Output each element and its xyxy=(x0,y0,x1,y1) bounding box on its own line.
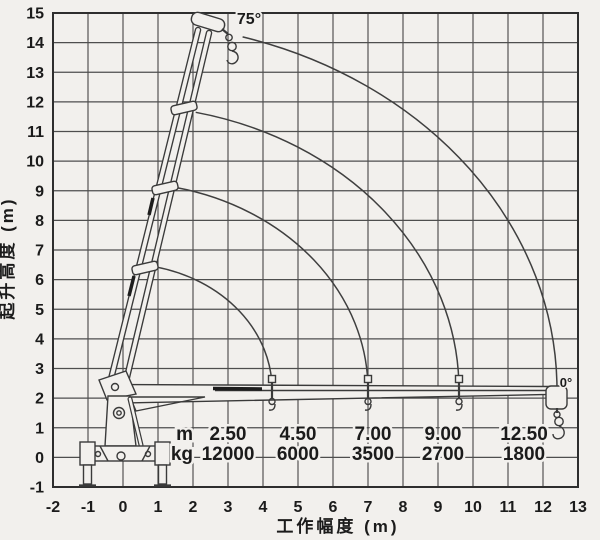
y-tick-5: 5 xyxy=(35,302,44,319)
plot-border xyxy=(52,12,579,488)
x-tick-5: 5 xyxy=(294,499,303,516)
min-boom-angle-label: 0° xyxy=(560,375,572,390)
x-tick-1: 1 xyxy=(154,499,163,516)
y-tick--1: -1 xyxy=(30,480,44,497)
y-tick-14: 14 xyxy=(26,35,44,52)
grid-lines xyxy=(52,12,579,488)
boom-reach-arcs xyxy=(155,36,558,391)
y-tick-6: 6 xyxy=(35,272,44,289)
boom-joint-collar-1 xyxy=(131,260,159,276)
boom-hook-mark-3 xyxy=(454,374,464,411)
table-load-6000: 6000 xyxy=(277,444,319,465)
boom-tip-arc-12.4m xyxy=(242,36,558,391)
x-tick--1: -1 xyxy=(81,499,95,516)
x-tick-labels: -2 -1 0 1 2 3 4 5 6 7 8 9 10 11 12 13 xyxy=(44,498,588,518)
y-tick-10: 10 xyxy=(26,154,44,171)
table-load-2700: 2700 xyxy=(422,444,464,465)
boom-head-cap xyxy=(190,11,226,33)
x-tick--2: -2 xyxy=(46,499,60,516)
y-tick-13: 13 xyxy=(26,65,44,82)
x-axis-title: 工作幅度 (m) xyxy=(276,516,399,536)
y-tick-9: 9 xyxy=(35,183,44,200)
table-radius-12.50: 12.50 xyxy=(500,424,548,445)
x-tick-7: 7 xyxy=(364,499,373,516)
boom-joint-collar-2 xyxy=(151,180,179,196)
y-tick-3: 3 xyxy=(35,361,44,378)
y-tick-0: 0 xyxy=(35,450,44,467)
x-tick-2: 2 xyxy=(189,499,198,516)
outrigger-housing-left xyxy=(79,441,96,466)
table-row-label-kg: kg xyxy=(171,444,193,465)
boom-hook-mark-2 xyxy=(363,374,373,411)
hook-at-0deg xyxy=(552,408,565,440)
x-tick-12: 12 xyxy=(534,499,552,516)
x-tick-11: 11 xyxy=(500,499,517,516)
table-radius-2.50: 2.50 xyxy=(210,424,247,445)
x-tick-8: 8 xyxy=(399,499,408,516)
boom-tip-arc-4.26m xyxy=(155,266,273,391)
table-radius-7.00: 7.00 xyxy=(355,424,392,445)
x-tick-9: 9 xyxy=(434,499,443,516)
y-axis-title: 起升高度 (m) xyxy=(0,196,17,320)
load-table: mkg 2.50 4.50 7.00 9.00 12.50 12000 6000 3500 270… xyxy=(168,422,550,468)
boom-joint-collar-3 xyxy=(170,100,198,116)
boom-tip-arc-9.6m xyxy=(195,111,460,391)
x-tick-3: 3 xyxy=(224,499,233,516)
boom-at-75deg xyxy=(104,11,226,398)
boom-dark-segment xyxy=(212,386,263,391)
y-tick-7: 7 xyxy=(35,243,44,260)
hook-at-75deg xyxy=(221,28,239,65)
y-tick-11: 11 xyxy=(27,124,44,141)
y-tick-2: 2 xyxy=(35,391,44,408)
outrigger-housing-right xyxy=(154,441,171,466)
table-row-label-m: m xyxy=(176,424,193,445)
x-tick-13: 13 xyxy=(569,499,587,516)
x-tick-4: 4 xyxy=(259,499,268,516)
base-frame xyxy=(84,445,166,462)
max-boom-angle-label: 75° xyxy=(237,11,261,28)
y-tick-12: 12 xyxy=(26,94,44,111)
outrigger-leg-right xyxy=(157,464,168,485)
y-tick-8: 8 xyxy=(35,213,44,230)
boom-tip-arc-7m xyxy=(175,186,369,391)
table-load-1800: 1800 xyxy=(503,444,545,465)
y-tick-4: 4 xyxy=(35,331,44,348)
x-tick-6: 6 xyxy=(329,499,338,516)
boom-pivot-pin xyxy=(110,382,120,392)
crane-illustration xyxy=(79,11,568,487)
table-load-12000: 12000 xyxy=(202,444,255,465)
table-radius-9.00: 9.00 xyxy=(425,424,462,445)
table-radius-4.50: 4.50 xyxy=(280,424,317,445)
crane-base xyxy=(79,370,206,487)
x-tick-10: 10 xyxy=(464,499,482,516)
table-load-3500: 3500 xyxy=(352,444,394,465)
boom-hook-mark-1 xyxy=(267,374,277,411)
y-tick-1: 1 xyxy=(35,420,44,437)
outrigger-leg-left xyxy=(82,464,93,485)
y-tick-15: 15 xyxy=(26,6,44,23)
x-tick-0: 0 xyxy=(119,499,128,516)
